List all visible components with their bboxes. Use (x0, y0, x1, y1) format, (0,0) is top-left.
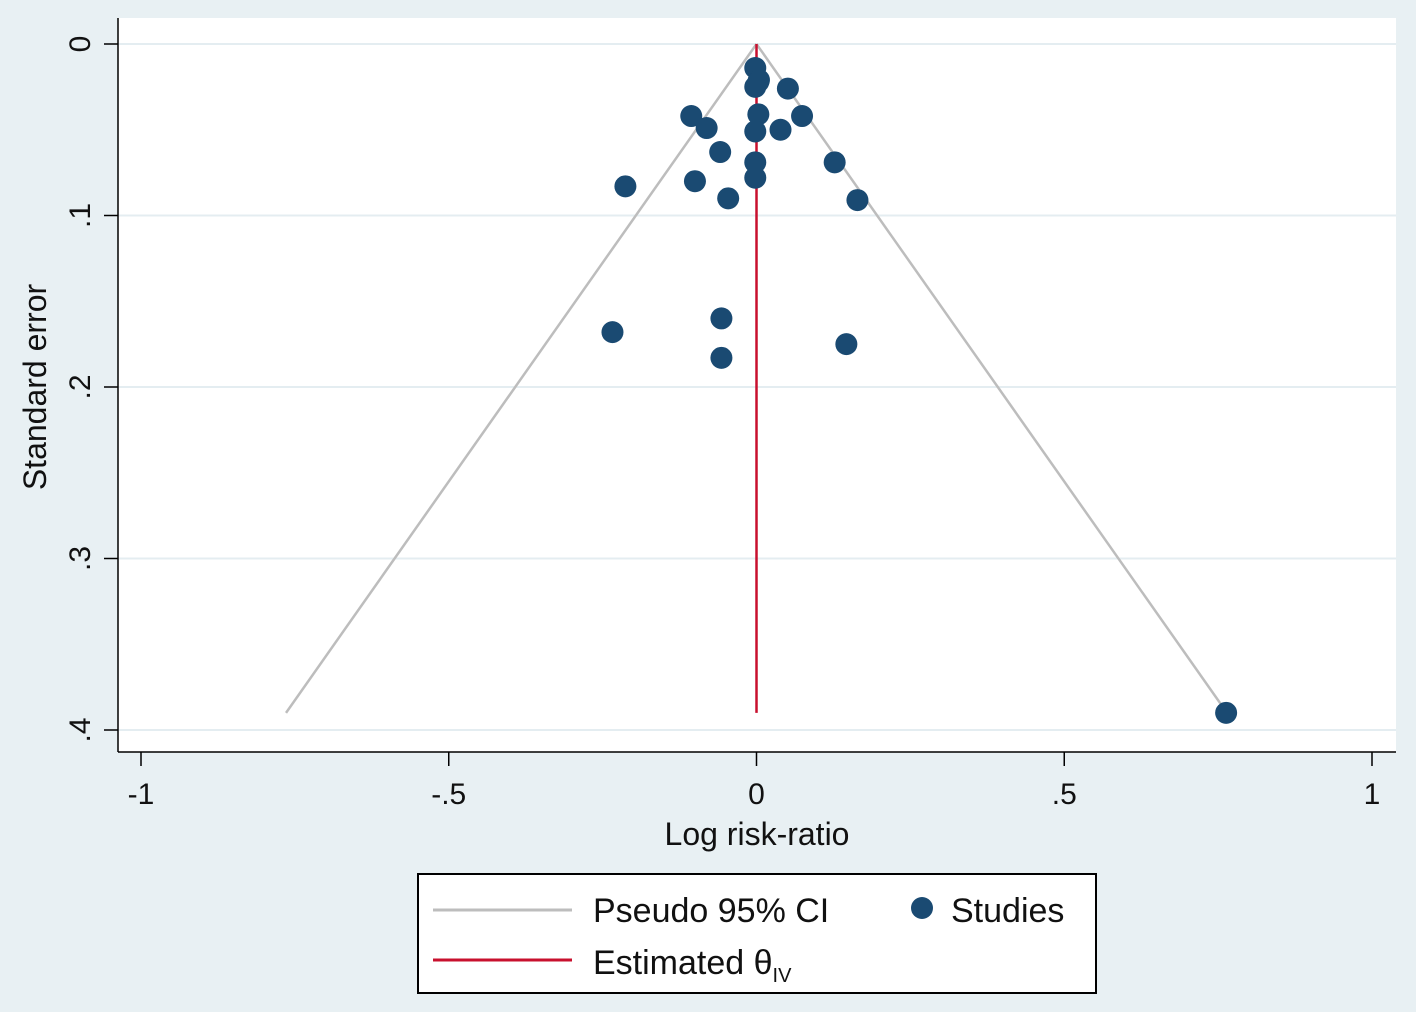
legend-ci-label: Pseudo 95% CI (593, 892, 829, 930)
y-tick-label-2: .2 (64, 374, 97, 399)
study-point-5 (747, 103, 770, 126)
study-point-15 (683, 170, 706, 193)
study-point-17 (717, 187, 740, 210)
study-point-19 (710, 307, 733, 330)
study-point-9 (744, 120, 767, 143)
study-point-6 (680, 105, 703, 128)
study-point-8 (695, 117, 718, 140)
x-tick-label-1: -.5 (431, 778, 466, 811)
study-point-21 (835, 333, 858, 356)
x-tick-label-3: .5 (1052, 778, 1077, 811)
study-point-11 (709, 141, 732, 164)
study-point-4 (776, 77, 799, 100)
study-point-22 (710, 346, 733, 369)
legend-estimate-subscript: IV (773, 965, 793, 987)
study-point-13 (823, 151, 846, 174)
y-tick-label-1: .1 (64, 203, 97, 228)
legend-studies-swatch (911, 897, 933, 919)
legend: Pseudo 95% CI Studies Estimated θIV (417, 873, 1097, 994)
study-point-14 (744, 166, 767, 189)
study-point-20 (601, 321, 624, 344)
study-point-16 (614, 175, 637, 198)
y-tick-label-0: 0 (64, 36, 97, 53)
x-axis-title: Log risk-ratio (665, 816, 850, 852)
study-point-7 (791, 105, 814, 128)
study-points (601, 57, 1238, 724)
study-point-3 (744, 75, 767, 98)
legend-box (417, 873, 1097, 994)
y-axis-ticks: 0 .1 .2 .3 .4 (64, 36, 118, 743)
study-point-23 (1215, 701, 1238, 724)
legend-estimate-label: Estimated θIV (593, 944, 792, 987)
study-point-12 (744, 151, 767, 174)
x-tick-label-4: 1 (1364, 778, 1381, 811)
y-tick-label-4: .4 (64, 717, 97, 742)
study-point-18 (846, 189, 869, 212)
y-axis-title: Standard error (17, 283, 53, 490)
study-point-10 (769, 118, 792, 141)
x-axis-ticks: -1 -.5 0 .5 1 (128, 752, 1381, 811)
x-tick-label-0: -1 (128, 778, 155, 811)
legend-studies-label: Studies (951, 892, 1064, 930)
y-tick-label-3: .3 (64, 546, 97, 571)
pseudo-ci-left-line (284, 43, 758, 714)
legend-estimate-text: Estimated θ (593, 944, 773, 982)
x-tick-label-2: 0 (748, 778, 765, 811)
